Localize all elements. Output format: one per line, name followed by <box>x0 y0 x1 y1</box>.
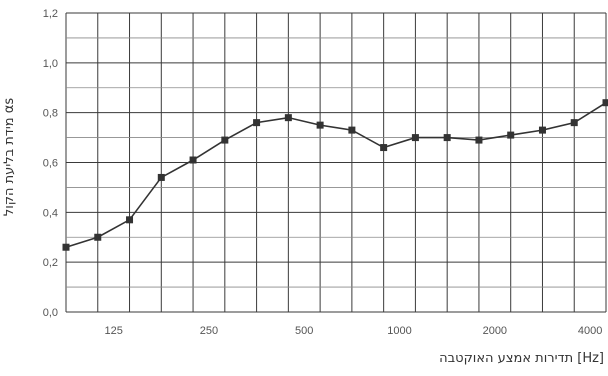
series-line <box>65 102 607 248</box>
data-point-marker <box>126 216 134 224</box>
data-point-marker <box>380 144 388 152</box>
data-point-marker <box>348 126 356 134</box>
data-point-marker <box>443 134 451 142</box>
x-tick-label: 2000 <box>483 325 507 337</box>
data-point-marker <box>602 99 608 107</box>
x-tick-label: 250 <box>200 325 218 337</box>
data-point-marker <box>221 136 229 144</box>
data-point-marker <box>157 173 165 181</box>
data-point-marker <box>253 119 261 127</box>
data-point-marker <box>570 119 578 127</box>
y-tick-label: 0,0 <box>43 307 58 319</box>
y-tick-label: 0,6 <box>43 158 58 170</box>
y-tick-label: 0,8 <box>43 108 58 120</box>
y-tick-label: 1,0 <box>43 58 58 70</box>
grid <box>65 12 607 313</box>
data-point-marker <box>189 156 197 164</box>
data-point-marker <box>538 126 546 134</box>
y-axis-title: מידת בליעת הקול αs <box>2 98 17 216</box>
y-tick-labels: 0,0 0,2 0,4 0,6 0,8 1,0 1,2 <box>43 8 58 319</box>
x-tick-labels: 125 250 500 1000 2000 4000 <box>104 325 602 337</box>
data-point-marker <box>94 233 102 241</box>
x-tick-label: 1000 <box>387 325 411 337</box>
x-axis-title: תדירות אמצע האוקטבה [Hz] <box>439 351 604 366</box>
data-point-marker <box>316 121 324 129</box>
y-tick-label: 0,2 <box>43 257 58 269</box>
x-tick-label: 500 <box>295 325 313 337</box>
data-point-marker <box>62 243 70 251</box>
data-point-marker <box>507 131 515 139</box>
y-tick-label: 1,2 <box>43 8 58 20</box>
series-group <box>62 99 608 251</box>
x-tick-label: 4000 <box>578 325 602 337</box>
data-point-marker <box>475 136 483 144</box>
x-tick-label: 125 <box>104 325 122 337</box>
y-tick-label: 0,4 <box>43 207 58 219</box>
data-point-marker <box>411 134 419 142</box>
data-point-marker <box>284 114 292 122</box>
